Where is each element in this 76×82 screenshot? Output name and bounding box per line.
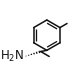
Text: H$_2$N: H$_2$N <box>0 49 24 64</box>
